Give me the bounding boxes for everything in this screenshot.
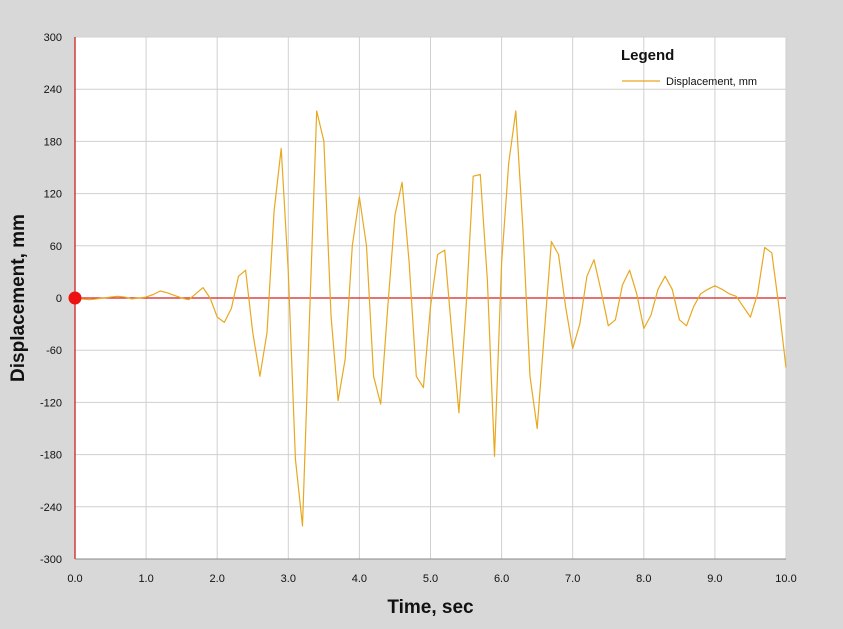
x-tick-label: 7.0 <box>565 573 580 585</box>
y-tick-label: 240 <box>44 84 62 96</box>
x-tick-label: 5.0 <box>423 573 438 585</box>
y-axis-title: Displacement, mm <box>8 214 29 382</box>
y-tick-label: -120 <box>40 397 62 409</box>
x-tick-label: 8.0 <box>636 573 651 585</box>
y-tick-label: -240 <box>40 502 62 514</box>
x-tick-label: 1.0 <box>138 573 153 585</box>
x-tick-label: 3.0 <box>281 573 296 585</box>
tick-labels: 0.0 1.0 2.0 3.0 4.0 5.0 6.0 7.0 8.0 9.0 10.0 300 240… <box>40 32 797 585</box>
legend-label-displacement: Displacement, mm <box>666 76 757 88</box>
x-tick-label: 4.0 <box>352 573 367 585</box>
x-tick-label: 9.0 <box>707 573 722 585</box>
origin-marker <box>68 291 82 305</box>
x-tick-label: 6.0 <box>494 573 509 585</box>
x-axis-title: Time, sec <box>387 597 474 618</box>
x-tick-label: 10.0 <box>775 573 796 585</box>
y-tick-label: 0 <box>56 293 62 305</box>
y-tick-label: 300 <box>44 32 62 44</box>
y-tick-label: 60 <box>50 241 62 253</box>
legend: Legend Displacement, mm <box>621 47 757 88</box>
y-tick-label: -60 <box>46 345 62 357</box>
x-tick-label: 0.0 <box>67 573 82 585</box>
series-lines <box>68 110 787 527</box>
y-tick-label: -300 <box>40 554 62 566</box>
y-tick-label: -180 <box>40 450 62 462</box>
y-tick-label: 180 <box>44 136 62 148</box>
legend-title: Legend <box>621 47 674 64</box>
x-tick-label: 2.0 <box>210 573 225 585</box>
y-tick-label: 120 <box>44 189 62 201</box>
series-line-displacement <box>74 110 787 527</box>
